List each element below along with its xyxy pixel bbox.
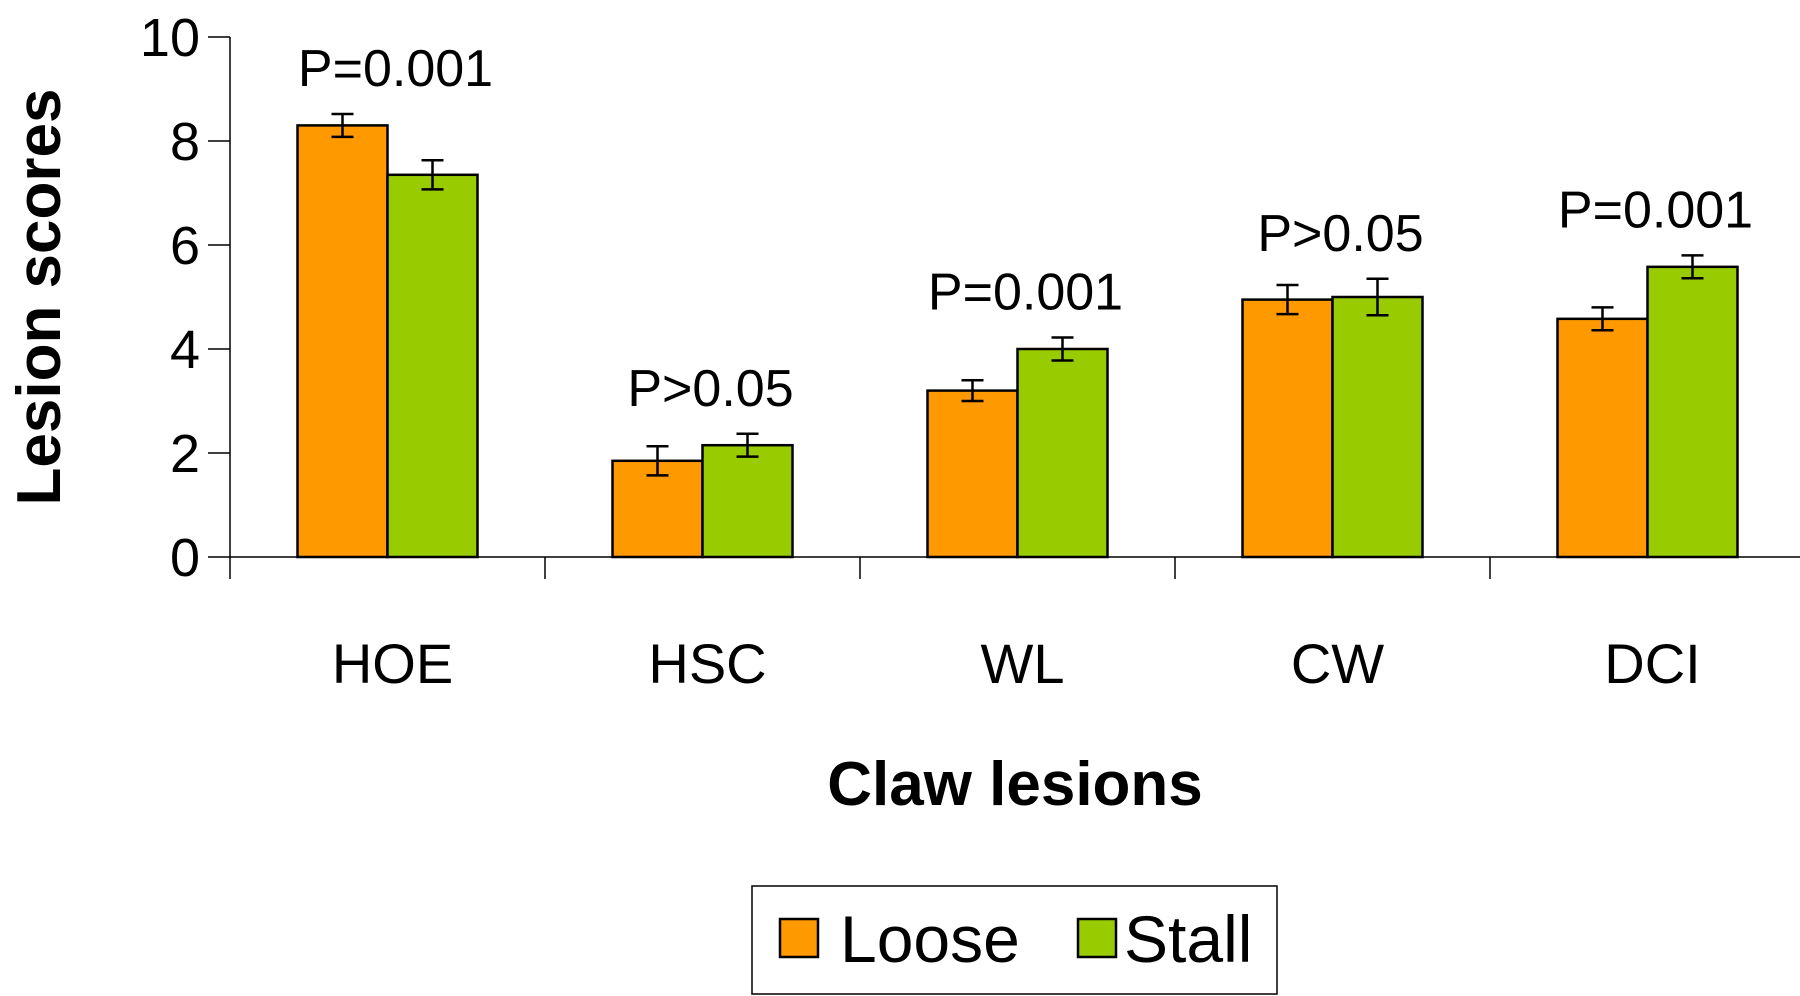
x-category-label: WL <box>981 632 1065 695</box>
x-axis-title: Claw lesions <box>827 750 1203 819</box>
p-value-label: P=0.001 <box>1558 181 1753 239</box>
y-tick-label: 6 <box>170 216 200 276</box>
bar-loose-wl <box>926 389 1019 559</box>
bar-stall-hoe <box>386 173 479 559</box>
bar-loose-dci <box>1556 317 1649 559</box>
bar-stall-hsc <box>701 443 794 559</box>
bar-loose-cw <box>1241 298 1334 559</box>
x-category-label: DCI <box>1604 632 1700 695</box>
error-bar-stall-wl <box>1051 336 1074 362</box>
bars <box>296 124 1739 559</box>
y-tick-label: 10 <box>140 8 200 68</box>
error-bar-stall-hsc <box>736 432 759 458</box>
legend-label-loose: Loose <box>840 902 1020 976</box>
legend-frame <box>751 885 1278 995</box>
bar-loose-hoe <box>296 124 389 559</box>
p-value-label: P>0.05 <box>627 360 793 418</box>
y-tick-label: 2 <box>170 424 200 484</box>
error-bar-loose-hsc <box>646 444 669 477</box>
error-bar-stall-dci <box>1681 254 1704 280</box>
x-category-label: CW <box>1291 632 1384 695</box>
p-value-label: P>0.05 <box>1257 205 1423 263</box>
x-category-label: HOE <box>332 632 453 695</box>
legend: Loose Stall <box>751 885 1278 995</box>
error-bar-stall-hoe <box>421 158 444 191</box>
p-value-annotations: P=0.001 P>0.05 P=0.001 P>0.05 P=0.001 <box>298 40 1753 418</box>
legend-swatch-stall <box>1076 917 1118 959</box>
x-axis-categories: HOE HSC WL CW DCI <box>332 632 1701 695</box>
y-tick-label: 8 <box>170 112 200 172</box>
bar-stall-cw <box>1331 295 1424 559</box>
error-bar-stall-cw <box>1366 277 1389 317</box>
error-bar-loose-dci <box>1591 306 1614 332</box>
error-bar-loose-cw <box>1276 283 1299 316</box>
legend-label-stall: Stall <box>1124 902 1252 976</box>
y-tick-label: 0 <box>170 528 200 588</box>
axes <box>229 37 1800 579</box>
y-axis-ticks: 0 2 4 6 8 10 <box>140 8 230 588</box>
p-value-label: P=0.001 <box>298 40 493 98</box>
p-value-label: P=0.001 <box>928 264 1123 322</box>
bar-stall-dci <box>1646 265 1739 559</box>
error-bars <box>331 112 1704 477</box>
legend-swatch-loose <box>778 917 820 959</box>
bar-stall-wl <box>1016 347 1109 559</box>
error-bar-loose-hoe <box>331 112 354 139</box>
y-tick-label: 4 <box>170 320 200 380</box>
x-category-label: HSC <box>648 632 766 695</box>
y-axis-title: Lesion scores <box>5 89 74 506</box>
error-bar-loose-wl <box>961 378 984 403</box>
